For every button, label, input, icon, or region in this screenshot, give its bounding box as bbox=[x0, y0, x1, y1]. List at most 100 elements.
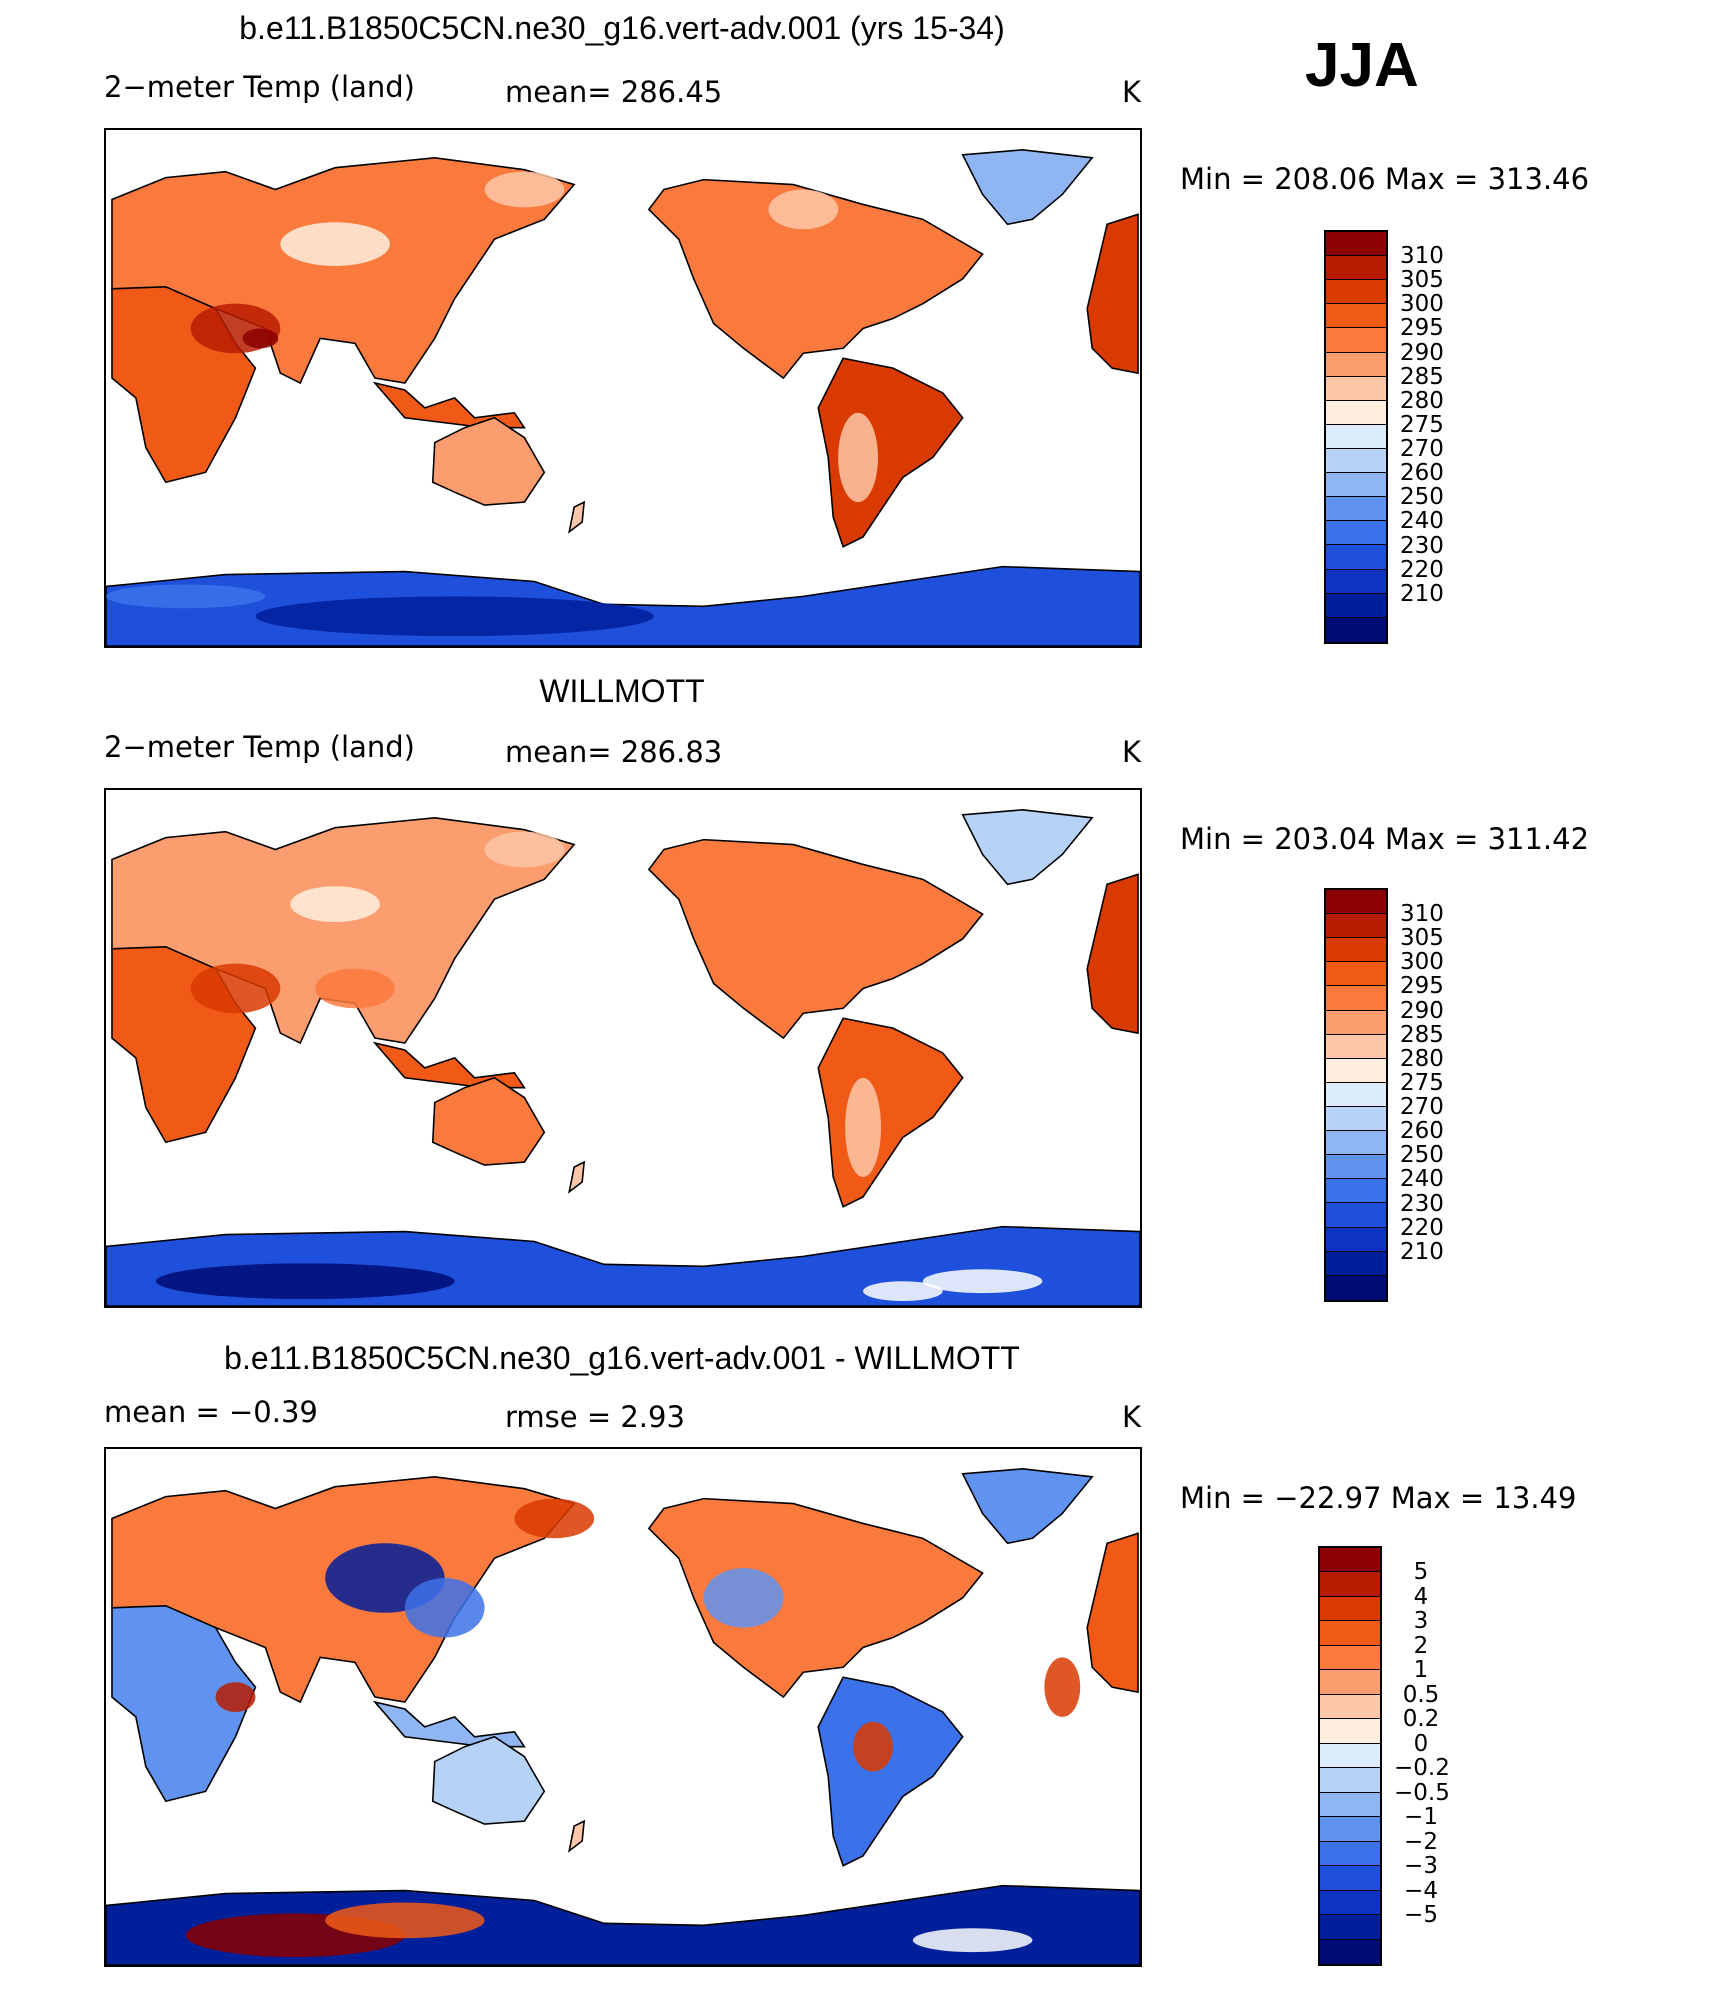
field-patch bbox=[255, 596, 654, 637]
colorbar-box bbox=[1320, 1817, 1380, 1842]
colorbar-tick-label: 280 bbox=[1400, 1045, 1444, 1072]
landmass-seasia bbox=[372, 1700, 526, 1748]
colorbar-box bbox=[1326, 938, 1386, 963]
colorbar-box bbox=[1326, 521, 1386, 546]
field-patch bbox=[768, 189, 839, 230]
field-patch bbox=[845, 1077, 882, 1177]
map-field bbox=[106, 149, 1140, 646]
colorbar-tick-label: 220 bbox=[1400, 1214, 1444, 1241]
field-patch bbox=[922, 1269, 1043, 1294]
panel-min-max: Min = 208.06 Max = 313.46 bbox=[1180, 162, 1590, 196]
colorbar-box bbox=[1326, 497, 1386, 522]
landmass-australia bbox=[431, 416, 546, 506]
colorbar-box bbox=[1326, 280, 1386, 305]
season-label: JJA bbox=[1305, 31, 1419, 100]
field-patch bbox=[325, 1902, 485, 1939]
colorbar-tick-label: 0.5 bbox=[1402, 1681, 1440, 1708]
colorbar-tick-label: 5 bbox=[1413, 1559, 1429, 1586]
colorbar-tick-label: 305 bbox=[1400, 925, 1444, 952]
colorbar-tick-label: 0 bbox=[1413, 1730, 1429, 1757]
panel-title: b.e11.B1850C5CN.ne30_g16.vert-adv.001 (y… bbox=[239, 10, 1005, 46]
landmass-greenland bbox=[961, 809, 1094, 886]
colorbar-tick-label: 0.2 bbox=[1402, 1706, 1440, 1733]
panel-left-text: mean = −0.39 bbox=[104, 1395, 318, 1429]
colorbar-tick-label: 290 bbox=[1400, 997, 1444, 1024]
colorbar-tick-label: 250 bbox=[1400, 484, 1444, 511]
colorbar-tick-label: −0.2 bbox=[1394, 1755, 1450, 1782]
landmass-africa bbox=[111, 1604, 257, 1803]
field-patch bbox=[315, 968, 395, 1009]
colorbar-box bbox=[1326, 1082, 1386, 1107]
colorbar-box bbox=[1320, 1719, 1380, 1744]
colorbar-tick-label: −2 bbox=[1404, 1828, 1438, 1855]
colorbar-box bbox=[1326, 1106, 1386, 1132]
map-panel bbox=[104, 128, 1142, 648]
colorbar-tick-label: 310 bbox=[1400, 901, 1444, 928]
colorbar bbox=[1324, 230, 1388, 644]
colorbar-tick-label: 275 bbox=[1400, 1069, 1444, 1096]
colorbar-tick-label: 295 bbox=[1400, 315, 1444, 342]
colorbar-box bbox=[1326, 986, 1386, 1011]
field-patch bbox=[404, 1578, 485, 1638]
field-patch bbox=[242, 328, 279, 349]
colorbar-box bbox=[1326, 545, 1386, 570]
colorbar-tick-label: 270 bbox=[1400, 1094, 1444, 1121]
panel-units: K bbox=[1122, 735, 1142, 769]
colorbar-box bbox=[1326, 1131, 1386, 1156]
colorbar-box bbox=[1320, 1743, 1380, 1769]
colorbar-box bbox=[1320, 1548, 1380, 1573]
colorbar-tick-label: 285 bbox=[1400, 363, 1444, 390]
colorbar-tick-label: 3 bbox=[1413, 1608, 1429, 1635]
colorbar-box bbox=[1326, 890, 1386, 915]
landmass-seasia bbox=[372, 1041, 526, 1089]
landmass-namerica bbox=[647, 1497, 984, 1699]
field-patch bbox=[514, 1498, 595, 1539]
colorbar-box bbox=[1326, 424, 1386, 449]
panel-title: b.e11.B1850C5CN.ne30_g16.vert-adv.001 - … bbox=[224, 1340, 1020, 1376]
field-patch bbox=[484, 831, 565, 868]
colorbar-box bbox=[1320, 1792, 1380, 1818]
colorbar-tick-label: 290 bbox=[1400, 339, 1444, 366]
panel-title: WILLMOTT bbox=[539, 673, 705, 709]
landmass-namerica bbox=[647, 838, 984, 1040]
colorbar-tick-label: −1 bbox=[1404, 1804, 1438, 1831]
colorbar-box bbox=[1320, 1670, 1380, 1695]
panel-center-text: mean= 286.45 bbox=[505, 75, 723, 109]
colorbar-tick-label: 310 bbox=[1400, 243, 1444, 270]
colorbar-box bbox=[1320, 1572, 1380, 1597]
landmass-seasia bbox=[372, 381, 526, 429]
colorbar-box bbox=[1320, 1915, 1380, 1940]
field-patch bbox=[484, 171, 565, 208]
colorbar-box bbox=[1326, 1251, 1386, 1276]
colorbar-tick-label: 2 bbox=[1413, 1632, 1429, 1659]
field-patch bbox=[838, 412, 879, 503]
colorbar-tick-label: 230 bbox=[1400, 1190, 1444, 1217]
colorbar-box bbox=[1326, 1058, 1386, 1083]
map-field bbox=[106, 809, 1140, 1306]
colorbar-box bbox=[1320, 1939, 1380, 1964]
colorbar-tick-label: 305 bbox=[1400, 267, 1444, 294]
field-patch bbox=[106, 584, 266, 609]
field-patch bbox=[290, 886, 380, 922]
field-patch bbox=[853, 1721, 893, 1772]
field-patch bbox=[1044, 1657, 1081, 1717]
panel-left-text: 2−meter Temp (land) bbox=[104, 730, 415, 764]
colorbar-tick-label: 250 bbox=[1400, 1142, 1444, 1169]
colorbar-box bbox=[1320, 1621, 1380, 1646]
landmass-namerica bbox=[647, 178, 984, 380]
landmass-eafrica bbox=[1086, 1532, 1139, 1694]
colorbar-tick-label: 300 bbox=[1400, 949, 1444, 976]
colorbar-tick-label: 260 bbox=[1400, 1118, 1444, 1145]
colorbar-tick-label: 240 bbox=[1400, 1166, 1444, 1193]
panel-min-max: Min = −22.97 Max = 13.49 bbox=[1180, 1481, 1577, 1515]
field-patch bbox=[280, 222, 390, 266]
landmass-samerica bbox=[817, 1017, 964, 1208]
colorbar-tick-label: −0.5 bbox=[1394, 1779, 1450, 1806]
colorbar-box bbox=[1326, 448, 1386, 474]
colorbar-box bbox=[1326, 328, 1386, 353]
landmass-greenland bbox=[961, 149, 1094, 226]
colorbar-box bbox=[1326, 1203, 1386, 1228]
colorbar-box bbox=[1326, 473, 1386, 498]
colorbar-tick-label: 270 bbox=[1400, 436, 1444, 463]
colorbar-tick-label: −3 bbox=[1404, 1853, 1438, 1880]
